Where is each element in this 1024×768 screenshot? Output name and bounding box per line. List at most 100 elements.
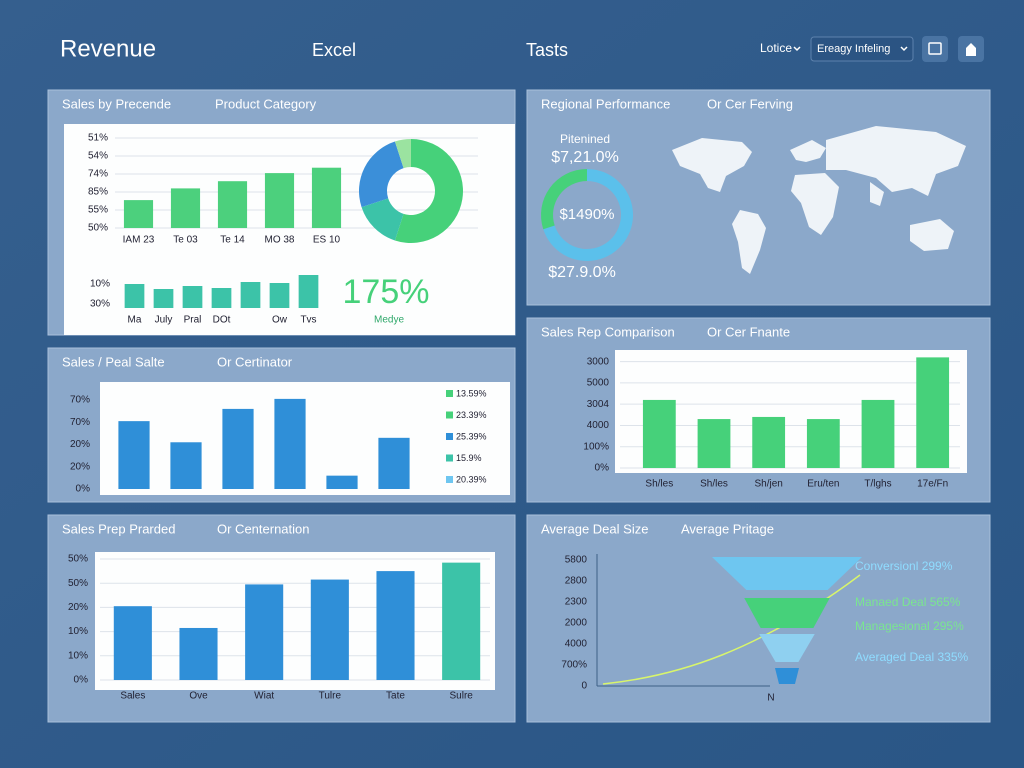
- pie-slice: [361, 198, 404, 241]
- pie-slice: [394, 139, 411, 169]
- funnel-stage: [759, 634, 815, 662]
- y-tick-label: 10%: [90, 279, 110, 290]
- y-tick-label: 51%: [88, 133, 108, 144]
- y-tick-label: 54%: [88, 151, 108, 162]
- legend-label: 15.9%: [456, 453, 482, 463]
- legend-label: 23.39%: [456, 410, 487, 420]
- legend-swatch: [446, 476, 453, 483]
- panel-subtitle: Or Cer Fnante: [707, 324, 790, 339]
- x-tick-label: Tate: [386, 691, 405, 702]
- icon: [928, 42, 942, 55]
- bar: [124, 284, 145, 308]
- x-tick-label: ES 10: [313, 235, 341, 246]
- funnel-footer: N: [767, 693, 774, 704]
- bar: [311, 167, 342, 228]
- bar: [642, 399, 676, 468]
- x-tick-label: Tulre: [319, 691, 342, 702]
- y-tick-label: 3000: [587, 356, 610, 367]
- funnel-label: Conversionl 299%: [855, 559, 953, 573]
- legend-label: 13.59%: [456, 388, 487, 398]
- panel-subtitle: Average Pritage: [681, 521, 774, 536]
- icon-button[interactable]: [922, 36, 948, 62]
- y-tick-label: 50%: [68, 554, 88, 565]
- dropdown-label: Ereagy Infeling: [817, 43, 890, 55]
- x-tick-label: Ow: [272, 315, 288, 326]
- y-tick-label: 70%: [70, 395, 90, 406]
- bar: [211, 288, 232, 308]
- legend-swatch: [446, 433, 453, 440]
- panel-title: Average Deal Size: [541, 521, 648, 536]
- kpi-note: Medye: [374, 315, 404, 326]
- bar: [806, 419, 840, 468]
- y-tick-label: 50%: [68, 578, 88, 589]
- y-tick-label: 3004: [587, 399, 610, 410]
- x-tick-label: Wiat: [254, 691, 274, 702]
- bar: [376, 571, 415, 680]
- y-tick-label: 0%: [76, 484, 91, 495]
- world-map: [672, 126, 966, 274]
- x-tick-label: Sh/les: [645, 479, 673, 490]
- panel-title: Regional Performance: [541, 96, 670, 111]
- bar: [264, 173, 295, 228]
- bar: [118, 421, 150, 489]
- panel-subtitle: Product Category: [215, 96, 317, 111]
- tab[interactable]: Tasts: [526, 40, 568, 60]
- y-tick-label: 20%: [70, 439, 90, 450]
- legend-swatch: [446, 390, 453, 397]
- bar: [298, 275, 319, 308]
- pie-slice: [359, 141, 404, 208]
- y-tick-label: 0: [581, 681, 587, 692]
- gauge-arc: [541, 169, 587, 230]
- bar: [170, 188, 201, 228]
- legend-swatch: [446, 411, 453, 419]
- y-tick-label: 4000: [565, 639, 588, 650]
- funnel-label: Averaged Deal 335%: [855, 650, 969, 664]
- gauge-value: $27.9.0%: [548, 264, 616, 281]
- panel-subtitle: Or Centernation: [217, 521, 310, 536]
- x-tick-label: Sulre: [449, 691, 473, 702]
- gauge-label: Pitenined: [560, 132, 610, 146]
- chevron: [793, 46, 801, 52]
- x-tick-label: DOt: [213, 315, 231, 326]
- bar: [274, 398, 306, 489]
- y-tick-label: 4000: [587, 420, 610, 431]
- menu[interactable]: Lotice: [760, 41, 792, 55]
- panel: [526, 89, 991, 306]
- x-tick-label: Sh/jen: [754, 479, 782, 490]
- panel-title: Sales Rep Comparison: [541, 324, 675, 339]
- x-tick-label: Te 14: [220, 235, 245, 246]
- panel-title: Sales by Precende: [62, 96, 171, 111]
- y-tick-label: 30%: [90, 299, 110, 310]
- x-tick-label: Tvs: [300, 315, 316, 326]
- funnel-label: Managesional 295%: [855, 619, 964, 633]
- y-tick-label: 2000: [565, 618, 588, 629]
- y-tick-label: 70%: [70, 417, 90, 428]
- panel-subtitle: Or Certinator: [217, 354, 293, 369]
- bar: [222, 408, 254, 489]
- panel-title: Sales / Peal Salte: [62, 354, 165, 369]
- y-tick-label: 85%: [88, 187, 108, 198]
- pie-slice: [394, 139, 464, 244]
- y-tick-label: 0%: [74, 675, 89, 686]
- dropdown[interactable]: [810, 36, 914, 62]
- bar: [378, 437, 410, 489]
- bar: [442, 562, 481, 680]
- y-tick-label: 20%: [68, 602, 88, 613]
- bar: [123, 200, 154, 228]
- y-tick-label: 700%: [561, 660, 587, 671]
- y-tick-label: 5800: [565, 555, 588, 566]
- bar: [861, 399, 895, 468]
- y-tick-label: 10%: [68, 650, 88, 661]
- kpi-value: 175%: [343, 273, 430, 311]
- funnel-stage: [775, 668, 799, 684]
- funnel-label: Manaed Deal 565%: [855, 595, 961, 609]
- x-tick-label: Pral: [184, 315, 202, 326]
- x-tick-label: Ove: [189, 691, 208, 702]
- bar: [752, 416, 786, 468]
- legend-label: 20.39%: [456, 474, 487, 484]
- x-tick-label: Sh/les: [700, 479, 728, 490]
- tab[interactable]: Excel: [312, 40, 356, 60]
- bar: [269, 283, 290, 308]
- x-tick-label: Ma: [128, 315, 142, 326]
